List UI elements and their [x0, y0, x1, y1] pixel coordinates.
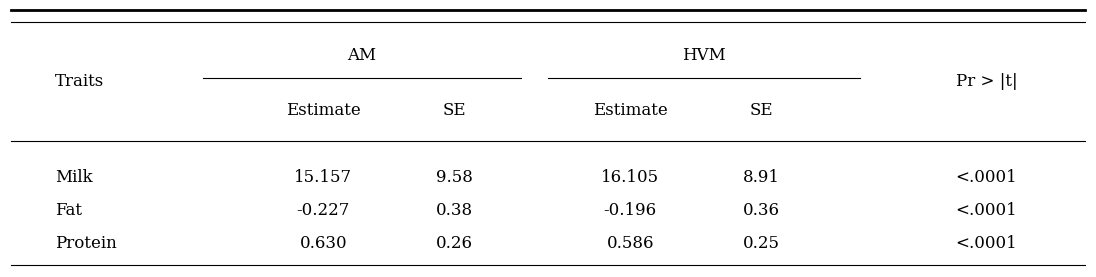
- Text: 15.157: 15.157: [294, 169, 353, 186]
- Text: 0.38: 0.38: [436, 202, 473, 219]
- Text: 0.586: 0.586: [606, 235, 654, 252]
- Text: <.0001: <.0001: [956, 202, 1017, 219]
- Text: -0.227: -0.227: [297, 202, 350, 219]
- Text: Fat: Fat: [55, 202, 82, 219]
- Text: <.0001: <.0001: [956, 235, 1017, 252]
- Text: HVM: HVM: [683, 47, 726, 64]
- Text: SE: SE: [750, 102, 774, 119]
- Text: AM: AM: [347, 47, 376, 64]
- Text: Estimate: Estimate: [593, 102, 667, 119]
- Text: -0.196: -0.196: [604, 202, 657, 219]
- Text: Protein: Protein: [55, 235, 116, 252]
- Text: Pr > |t|: Pr > |t|: [956, 73, 1017, 90]
- Text: 8.91: 8.91: [743, 169, 780, 186]
- Text: SE: SE: [443, 102, 467, 119]
- Text: Milk: Milk: [55, 169, 92, 186]
- Text: <.0001: <.0001: [956, 169, 1017, 186]
- Text: 0.630: 0.630: [299, 235, 347, 252]
- Text: 0.26: 0.26: [436, 235, 473, 252]
- Text: Estimate: Estimate: [286, 102, 361, 119]
- Text: 0.25: 0.25: [743, 235, 780, 252]
- Text: 16.105: 16.105: [601, 169, 660, 186]
- Text: 0.36: 0.36: [743, 202, 780, 219]
- Text: Traits: Traits: [55, 73, 104, 90]
- Text: 9.58: 9.58: [436, 169, 473, 186]
